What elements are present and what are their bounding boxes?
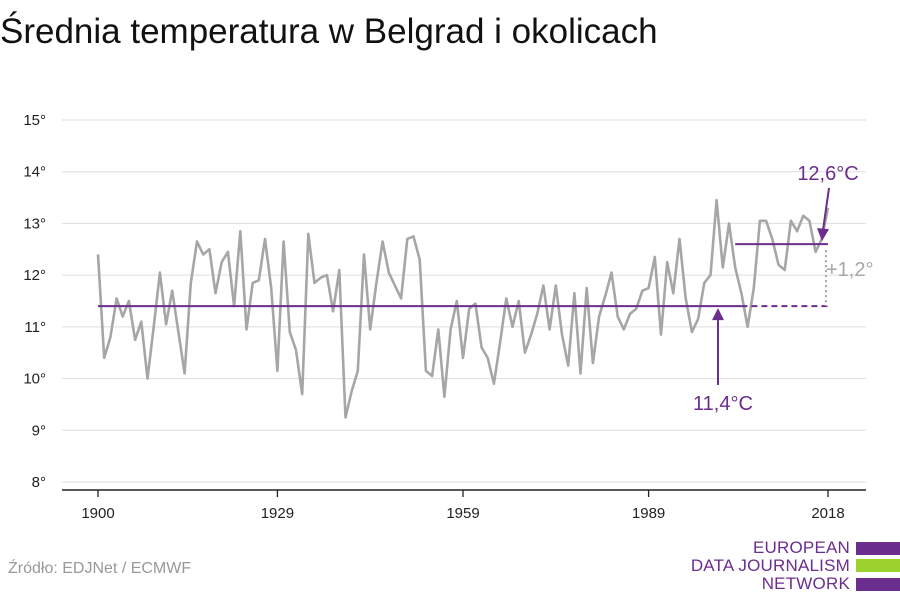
y-tick-label: 12° <box>23 267 46 284</box>
logo-bar-2 <box>856 559 900 572</box>
recent-arrow-head <box>817 228 829 242</box>
x-tick-label: 2018 <box>811 505 844 522</box>
source-note: Źródło: EDJNet / ECMWF <box>8 560 192 577</box>
reference-lines <box>98 243 828 308</box>
recent-arrow <box>822 187 830 231</box>
baseline-arrow-head <box>712 308 724 321</box>
line-chart: 8° 9° 10° 11° 12° 13° 14° 15° 1900 1929 1959 1989 2… <box>23 112 873 522</box>
baseline-mean-label: 11,4°C <box>693 393 753 415</box>
series-group <box>96 198 830 419</box>
y-tick-label: 15° <box>23 112 46 129</box>
x-tick-label: 1929 <box>261 505 294 522</box>
y-tick-label: 14° <box>23 164 46 181</box>
y-tick-label: 11° <box>24 319 46 336</box>
edjnet-logo[interactable]: EUROPEAN DATA JOURNALISM NETWORK <box>691 538 900 600</box>
y-tick-label: 9° <box>32 422 46 439</box>
x-tick-label: 1989 <box>632 505 665 522</box>
x-axis: 1900 1929 1959 1989 2018 <box>62 489 866 522</box>
chart-title: Średnia temperatura w Belgrad i okolicac… <box>0 12 658 51</box>
y-tick-label: 10° <box>23 371 46 388</box>
x-tick-label: 1900 <box>81 505 114 522</box>
logo-line-1: EUROPEAN <box>752 538 850 557</box>
logo-line-3: NETWORK <box>761 574 850 593</box>
y-axis-tick-labels: 8° 9° 10° 11° 12° 13° 14° 15° <box>23 112 46 491</box>
y-tick-label: 8° <box>32 474 46 491</box>
y-tick-label: 13° <box>23 215 46 232</box>
gridlines <box>62 119 866 483</box>
x-tick-label: 1959 <box>446 505 479 522</box>
logo-bar-3 <box>856 578 900 591</box>
recent-mean-label: 12,6°C <box>797 163 858 185</box>
logo-line-2: DATA JOURNALISM <box>690 556 850 575</box>
temperature-line <box>96 198 830 419</box>
difference-label: +1,2° <box>826 259 873 281</box>
logo-bar-1 <box>856 542 900 555</box>
annotations: 11,4°C 12,6°C +1,2° <box>693 163 873 415</box>
